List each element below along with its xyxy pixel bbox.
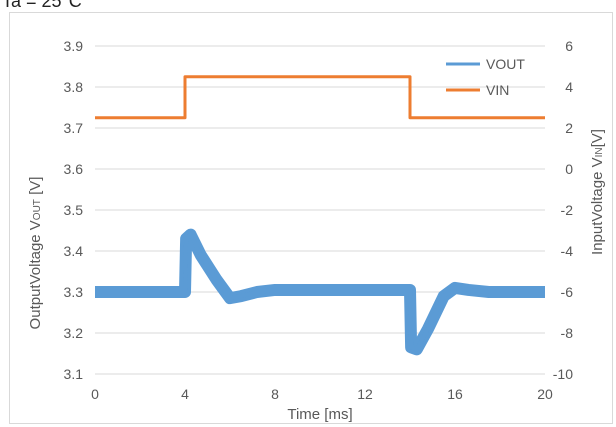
chart-frame bbox=[9, 12, 613, 424]
grid-lines bbox=[95, 45, 545, 375]
x-tick-label: 0 bbox=[91, 386, 99, 402]
y-right-tick-label: 2 bbox=[565, 120, 573, 136]
y-left-tick-label: 3.4 bbox=[64, 243, 84, 259]
y-left-tick-label: 3.7 bbox=[64, 120, 84, 136]
y-left-tick-label: 3.2 bbox=[64, 325, 84, 341]
x-tick-label: 20 bbox=[537, 386, 553, 402]
legend-vin-label: VIN bbox=[486, 82, 509, 98]
y-left-tick-label: 3.5 bbox=[64, 202, 84, 218]
series-group bbox=[95, 75, 545, 356]
y-right-tick-label: -2 bbox=[561, 202, 574, 218]
y-left-tick-label: 3.3 bbox=[64, 284, 84, 300]
y-left-tick-label: 3.1 bbox=[64, 366, 84, 382]
x-tick-label: 16 bbox=[447, 386, 463, 402]
x-tick-label: 4 bbox=[181, 386, 189, 402]
legend-vout-label: VOUT bbox=[486, 56, 525, 72]
legend: VOUT VIN bbox=[446, 56, 525, 98]
header-partial-text: Ta = 25°C bbox=[2, 0, 82, 11]
tick-labels: 3.1 3.2 3.3 3.4 3.5 3.6 3.7 3.8 3.9 -10 -8 -6 -4 -2 0 2… bbox=[64, 38, 574, 402]
series-line-vout-core bbox=[95, 231, 545, 352]
y-right-tick-label: -10 bbox=[553, 366, 573, 382]
y-right-axis-title: InputVoltage VIN[V] bbox=[589, 129, 606, 255]
y-right-tick-label: -6 bbox=[561, 284, 574, 300]
x-axis-title: Time [ms] bbox=[287, 406, 352, 423]
y-left-axis-title: OutputVoltage VOUT [V] bbox=[27, 177, 44, 330]
y-right-tick-label: 0 bbox=[565, 161, 573, 177]
y-right-tick-label: -8 bbox=[561, 325, 574, 341]
y-right-tick-label: -4 bbox=[561, 243, 574, 259]
y-right-tick-label: 4 bbox=[565, 79, 573, 95]
y-left-tick-label: 3.6 bbox=[64, 161, 84, 177]
series-line-vin bbox=[95, 75, 545, 120]
y-left-tick-label: 3.8 bbox=[64, 79, 84, 95]
x-tick-label: 8 bbox=[271, 386, 279, 402]
x-tick-label: 12 bbox=[357, 386, 373, 402]
y-right-tick-label: 6 bbox=[565, 38, 573, 54]
y-left-tick-label: 3.9 bbox=[64, 38, 84, 54]
